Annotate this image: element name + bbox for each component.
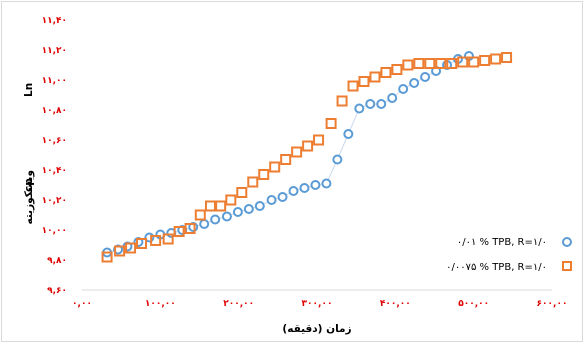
y-tick-label: ۱۰,۸۰	[42, 106, 67, 116]
data-point-square	[446, 58, 458, 69]
data-point-square	[501, 52, 513, 63]
data-point-square	[490, 53, 502, 65]
data-point-square	[424, 58, 436, 69]
y-tick-label: ۱۱,۲۰	[42, 46, 67, 56]
y-axis-tick-labels: ۹,۶۰ ۹,۸۰ ۱۰,۰۰ ۱۰,۲۰ ۱۰,۴۰ ۱۰,۶۰ ۱۰,۸۰ ۱۱,۰۰ ۱۱…	[42, 16, 67, 296]
data-point-circle	[210, 214, 221, 225]
data-point-circle	[232, 207, 243, 217]
data-point-circle	[354, 103, 365, 114]
data-point-square	[291, 146, 303, 158]
data-point-square	[162, 233, 174, 245]
data-point-square	[125, 242, 137, 254]
x-tick-label: ۶۰۰,۰۰	[537, 299, 568, 309]
data-point-circle	[299, 183, 310, 193]
data-point-square	[413, 58, 425, 69]
data-point-square	[380, 67, 392, 78]
y-tick-label: ۱۰,۴۰	[42, 166, 67, 176]
data-point-square	[302, 140, 314, 152]
y-axis-title: cp ویسکوزیته Ln	[23, 83, 35, 225]
y-tick-label: ۱۱,۴۰	[42, 16, 67, 26]
data-point-square	[194, 209, 206, 221]
data-point-circle	[254, 201, 265, 211]
data-point-square	[402, 59, 414, 71]
x-tick-label: ۲۰۰,۰۰	[223, 299, 254, 309]
data-point-circle	[420, 72, 431, 82]
y-axis-title-quantity: ویسکوزیته	[23, 170, 35, 224]
data-point-square	[150, 235, 162, 246]
data-point-square	[258, 169, 270, 180]
data-point-circle	[376, 99, 387, 109]
legend-circle-marker	[562, 237, 572, 247]
data-point-square	[136, 238, 148, 249]
y-tick-label: ۱۰,۲۰	[42, 196, 67, 206]
data-point-circle	[321, 178, 332, 189]
y-tick-label: ۱۱,۰۰	[42, 76, 67, 86]
data-point-square	[391, 64, 403, 75]
data-point-circle	[277, 192, 288, 202]
data-point-circle	[387, 93, 398, 103]
data-point-square	[347, 80, 359, 92]
data-point-circle	[221, 211, 232, 222]
data-point-square	[358, 76, 370, 87]
data-point-circle	[243, 204, 254, 214]
legend-series-2-label: ۰/۰۰۷۵ % TPB, R=۱/۰	[446, 262, 547, 273]
data-point-circle	[288, 186, 299, 196]
data-point-square	[468, 56, 480, 68]
data-point-square	[435, 58, 447, 69]
y-axis-title-ln: Ln	[23, 83, 35, 97]
data-series	[101, 51, 513, 263]
y-tick-label: ۱۰,۰۰	[42, 226, 67, 236]
y-axis-title-unit: cp	[23, 178, 35, 192]
legend-square-marker	[562, 261, 572, 271]
x-tick-label: ۴۰۰,۰۰	[380, 299, 411, 309]
data-point-square	[173, 226, 185, 237]
data-point-square	[101, 251, 113, 263]
x-tick-label: ۱۰۰,۰۰	[145, 299, 176, 309]
data-point-square	[269, 161, 281, 173]
legend-series-1-label: ۰/۰۱ % TPB, R=۱/۰	[457, 237, 547, 248]
series-1	[102, 51, 474, 258]
data-point-square	[225, 194, 237, 206]
x-tick-label: ۳۰۰,۰۰	[302, 299, 333, 309]
data-point-circle	[332, 154, 343, 165]
data-point-square	[280, 154, 292, 165]
data-point-circle	[409, 78, 420, 88]
x-tick-label: ۰,۰۰	[72, 299, 92, 309]
series-2	[101, 52, 513, 263]
data-point-square	[336, 95, 348, 107]
data-point-square	[215, 200, 227, 212]
data-point-square	[236, 187, 248, 198]
y-tick-label: ۱۰,۶۰	[42, 136, 67, 146]
data-point-square	[325, 118, 337, 129]
data-point-square	[204, 200, 216, 212]
data-point-circle	[398, 84, 409, 94]
data-point-circle	[343, 129, 354, 139]
data-point-circle	[365, 99, 376, 109]
data-point-circle	[310, 180, 321, 190]
data-point-square	[184, 223, 196, 234]
data-point-square	[247, 176, 259, 188]
y-tick-label: ۹,۶۰	[47, 286, 67, 296]
data-point-square	[114, 245, 126, 257]
data-point-square	[313, 134, 325, 146]
data-point-square	[479, 55, 491, 66]
legend: ۰/۰۱ % TPB, R=۱/۰ ۰/۰۰۷۵ % TPB, R=۱/۰	[446, 237, 572, 273]
data-point-circle	[266, 195, 277, 205]
y-tick-label: ۹,۸۰	[47, 256, 67, 266]
data-point-square	[369, 71, 381, 83]
data-point-square	[457, 56, 469, 68]
x-axis-tick-labels: ۰,۰۰ ۱۰۰,۰۰ ۲۰۰,۰۰ ۳۰۰,۰۰ ۴۰۰,۰۰ ۵۰۰,۰۰ ۶۰۰,۰۰	[72, 299, 567, 309]
data-point-circle	[199, 219, 210, 229]
x-axis-title: زمان (دقیقه)	[282, 323, 351, 335]
x-tick-label: ۵۰۰,۰۰	[458, 299, 489, 309]
